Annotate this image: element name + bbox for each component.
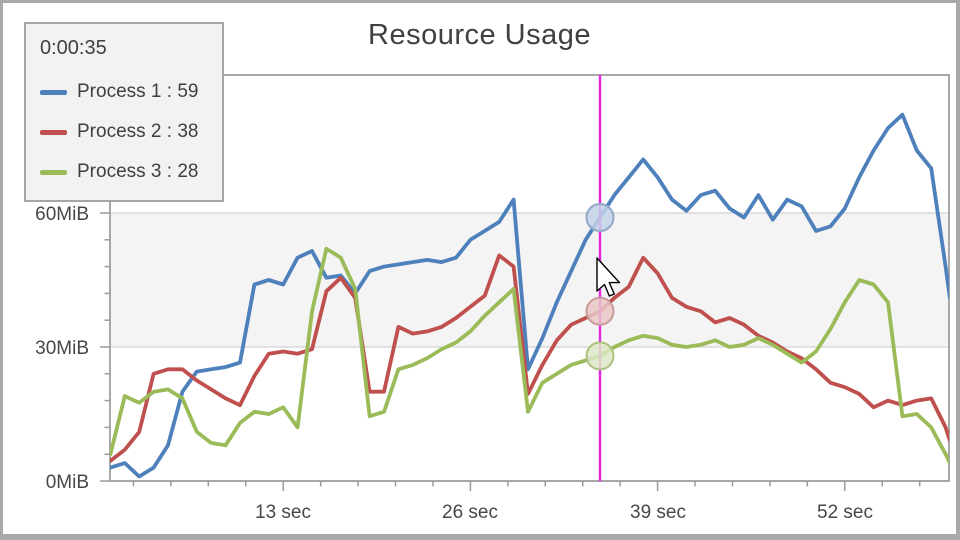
legend-row-process-1: Process 1 : 59 — [40, 72, 208, 112]
series-lines — [110, 112, 949, 479]
grid-layer — [110, 212, 949, 348]
cursor-dots-layer — [585, 202, 615, 371]
chart-title: Resource Usage — [368, 19, 591, 51]
tooltip-time: 0:00:35 — [40, 37, 107, 59]
legend-row-process-3: Process 3 : 28 — [40, 152, 208, 192]
process-3-swatch-icon — [40, 169, 67, 175]
y-tick-label-0: 0MiB — [46, 472, 89, 493]
chart-area[interactable]: 60MiB 30MiB 0MiB 13 sec 26 sec 39 sec 52… — [3, 3, 956, 534]
legend-row-process-2: Process 2 : 38 — [40, 112, 208, 152]
x-tick-label-52: 52 sec — [817, 502, 873, 523]
process-1-swatch-icon — [40, 89, 67, 95]
process-2-label: Process 2 : 38 — [77, 121, 199, 142]
tooltip-legend: 0:00:35 Process 1 : 59 Process 2 : 38 Pr… — [24, 22, 224, 202]
process-3-label: Process 3 : 28 — [77, 161, 199, 182]
x-tick-label-39: 39 sec — [630, 502, 686, 523]
process-2-swatch-icon — [40, 129, 67, 135]
mouse-cursor-icon — [596, 257, 621, 297]
x-tick-label-13: 13 sec — [255, 502, 311, 523]
process-1-label: Process 1 : 59 — [77, 81, 199, 102]
x-tick-label-26: 26 sec — [442, 502, 498, 523]
y-tick-label-30: 30MiB — [35, 338, 89, 359]
y-tick-label-60: 60MiB — [35, 204, 89, 225]
